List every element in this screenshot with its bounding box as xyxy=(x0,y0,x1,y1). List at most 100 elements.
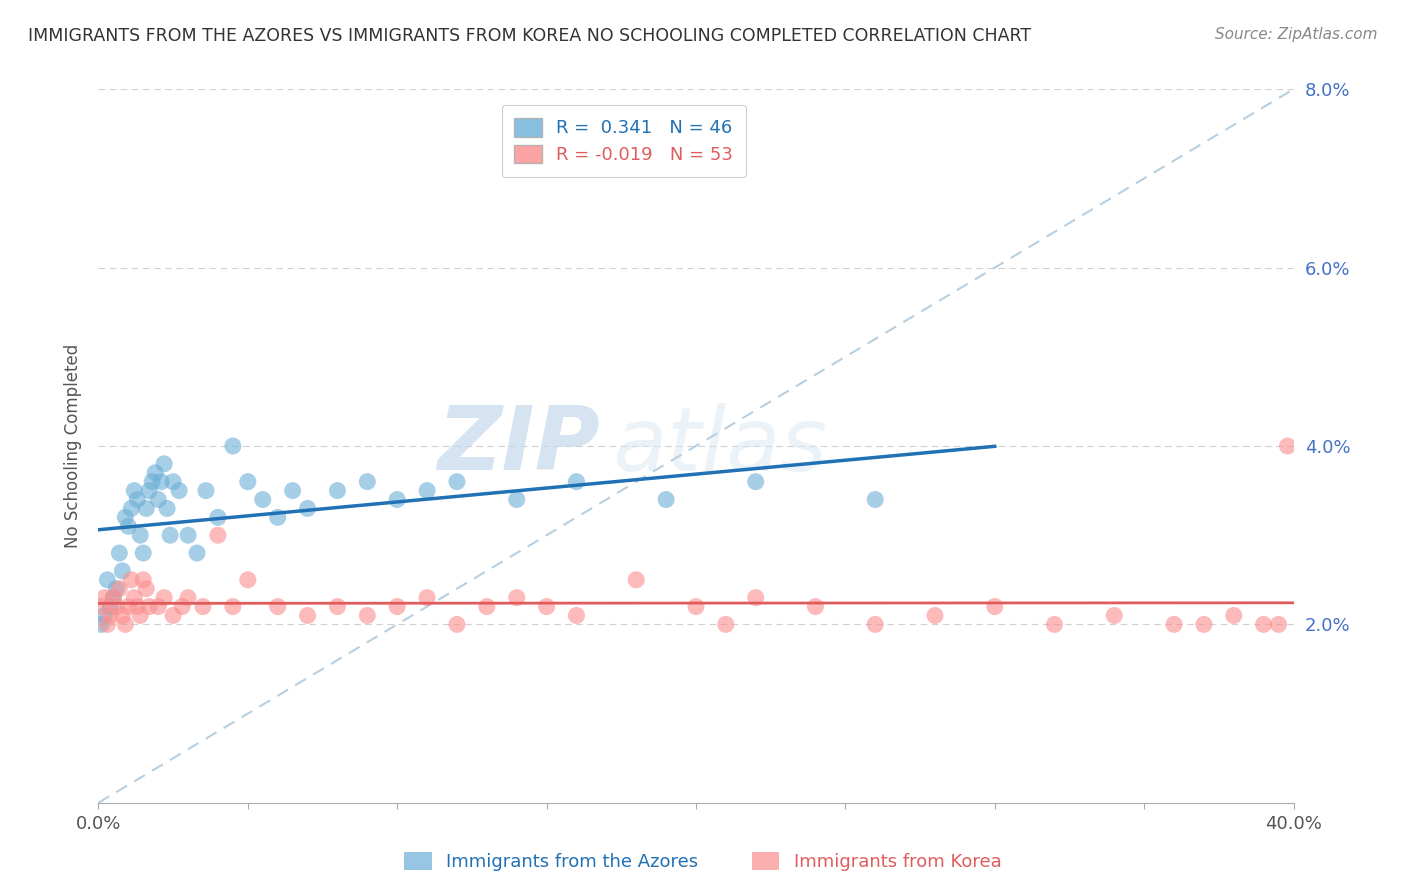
Point xyxy=(685,599,707,614)
Point xyxy=(129,528,152,542)
Point xyxy=(117,599,139,614)
Point xyxy=(98,608,122,623)
Point xyxy=(446,617,468,632)
Point xyxy=(93,608,115,623)
Point xyxy=(222,599,245,614)
Point xyxy=(252,492,274,507)
Point xyxy=(129,608,152,623)
Point xyxy=(93,591,115,605)
Point xyxy=(167,483,190,498)
Point xyxy=(506,591,529,605)
Point xyxy=(148,599,170,614)
Point xyxy=(186,546,208,560)
Point xyxy=(1192,617,1215,632)
Point xyxy=(105,582,128,596)
Point xyxy=(114,510,136,524)
Point xyxy=(177,591,200,605)
Point xyxy=(162,608,184,623)
Text: Source: ZipAtlas.com: Source: ZipAtlas.com xyxy=(1215,27,1378,42)
Point xyxy=(222,439,245,453)
Point xyxy=(124,483,146,498)
Y-axis label: No Schooling Completed: No Schooling Completed xyxy=(65,344,83,548)
Point xyxy=(326,599,349,614)
Point xyxy=(153,591,176,605)
Legend: R =  0.341   N = 46, R = -0.019   N = 53: R = 0.341 N = 46, R = -0.019 N = 53 xyxy=(502,105,745,177)
Point xyxy=(111,608,134,623)
Point xyxy=(714,617,737,632)
Point xyxy=(135,582,157,596)
Point xyxy=(416,483,439,498)
Point xyxy=(745,475,768,489)
Point xyxy=(98,599,122,614)
Point xyxy=(103,591,125,605)
Point xyxy=(865,617,887,632)
Point xyxy=(536,599,558,614)
Point xyxy=(191,599,214,614)
Point xyxy=(103,591,125,605)
Point xyxy=(111,564,134,578)
Text: IMMIGRANTS FROM THE AZORES VS IMMIGRANTS FROM KOREA NO SCHOOLING COMPLETED CORRE: IMMIGRANTS FROM THE AZORES VS IMMIGRANTS… xyxy=(28,27,1031,45)
Point xyxy=(153,457,176,471)
Text: ZIP: ZIP xyxy=(437,402,600,490)
Point xyxy=(108,546,131,560)
Point xyxy=(96,573,118,587)
Point xyxy=(207,510,229,524)
Point xyxy=(565,475,588,489)
Point xyxy=(150,475,173,489)
Point xyxy=(162,475,184,489)
Point xyxy=(159,528,181,542)
Point xyxy=(297,501,319,516)
Point xyxy=(281,483,304,498)
Point xyxy=(236,573,259,587)
Point xyxy=(195,483,218,498)
Point xyxy=(804,599,827,614)
Point xyxy=(356,475,378,489)
Point xyxy=(120,501,142,516)
Point xyxy=(356,608,378,623)
Point xyxy=(117,519,139,533)
Point xyxy=(267,510,290,524)
Point xyxy=(105,599,128,614)
Point xyxy=(1043,617,1066,632)
Point xyxy=(124,591,146,605)
Point xyxy=(1104,608,1126,623)
Point xyxy=(135,501,157,516)
Point xyxy=(1223,608,1246,623)
Point xyxy=(326,483,349,498)
Point xyxy=(90,617,112,632)
Point xyxy=(626,573,648,587)
Point xyxy=(114,617,136,632)
Point xyxy=(148,492,170,507)
Point xyxy=(141,475,163,489)
Point xyxy=(1163,617,1185,632)
Point xyxy=(127,599,149,614)
Point xyxy=(506,492,529,507)
Legend: Immigrants from the Azores, Immigrants from Korea: Immigrants from the Azores, Immigrants f… xyxy=(398,845,1008,879)
Point xyxy=(475,599,498,614)
Point xyxy=(207,528,229,542)
Point xyxy=(96,617,118,632)
Point xyxy=(924,608,946,623)
Point xyxy=(446,475,468,489)
Point xyxy=(1253,617,1275,632)
Point xyxy=(127,492,149,507)
Point xyxy=(108,582,131,596)
Point xyxy=(385,599,409,614)
Point xyxy=(90,599,112,614)
Point xyxy=(267,599,290,614)
Point xyxy=(745,591,768,605)
Point xyxy=(865,492,887,507)
Point xyxy=(132,546,155,560)
Point xyxy=(143,466,166,480)
Point xyxy=(1267,617,1289,632)
Text: atlas: atlas xyxy=(613,403,827,489)
Point xyxy=(655,492,678,507)
Point xyxy=(236,475,259,489)
Point xyxy=(156,501,179,516)
Point xyxy=(416,591,439,605)
Point xyxy=(565,608,588,623)
Point xyxy=(172,599,194,614)
Point xyxy=(297,608,319,623)
Point xyxy=(138,483,160,498)
Point xyxy=(984,599,1007,614)
